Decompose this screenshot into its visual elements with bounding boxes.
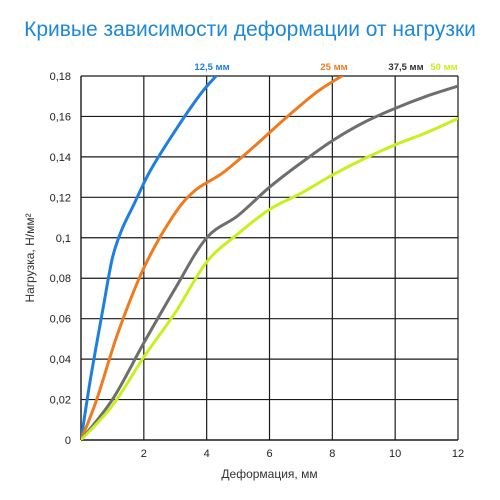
legend-label-4: 50 мм <box>430 62 457 73</box>
series-line-4 <box>81 117 458 440</box>
series-line-1 <box>81 76 218 440</box>
legend-label-2: 25 мм <box>320 62 347 73</box>
x-tick-label: 10 <box>389 448 401 460</box>
axes <box>80 76 458 441</box>
legend-label-1: 12,5 мм <box>194 62 229 73</box>
y-tick-label: 0,08 <box>50 273 71 285</box>
y-tick-label: 0,18 <box>50 71 71 83</box>
x-tick-label: 4 <box>204 448 210 460</box>
x-tick-label: 2 <box>141 448 147 460</box>
legend: 12,5 мм 25 мм 37,5 мм 50 мм <box>194 62 457 73</box>
axis-labels: 0 0,02 0,04 0,06 0,08 0,1 0,12 0,14 0,16 0,18 2 4 6 8… <box>23 71 464 481</box>
y-tick-label: 0 <box>65 435 71 447</box>
x-tick-label: 12 <box>452 448 464 460</box>
x-tick-label: 6 <box>266 448 272 460</box>
x-tick-label: 8 <box>329 448 335 460</box>
series-line-3 <box>81 84 458 440</box>
y-axis-title: Нагрузка, Н/мм² <box>23 213 37 302</box>
y-tick-label: 0,1 <box>56 233 71 245</box>
y-tick-label: 0,02 <box>50 395 71 407</box>
y-tick-label: 0,12 <box>50 192 71 204</box>
series-lines <box>81 76 458 440</box>
chart-title: Кривые зависимости деформации от нагрузк… <box>24 18 476 41</box>
y-tick-label: 0,14 <box>50 152 71 164</box>
grid <box>81 75 459 440</box>
x-axis-title: Деформация, мм <box>221 467 317 481</box>
y-tick-label: 0,06 <box>50 314 71 326</box>
y-tick-label: 0,04 <box>50 354 71 366</box>
series-line-2 <box>81 76 344 440</box>
y-tick-label: 0,16 <box>50 111 71 123</box>
legend-label-3: 37,5 мм <box>388 62 423 73</box>
